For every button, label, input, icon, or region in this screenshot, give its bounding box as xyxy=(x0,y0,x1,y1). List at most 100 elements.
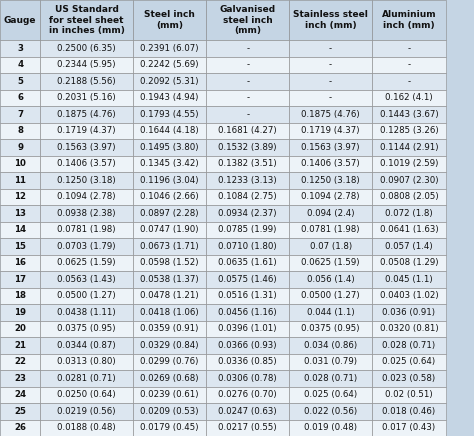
Bar xyxy=(289,271,372,288)
Text: 0.0179 (0.45): 0.0179 (0.45) xyxy=(140,423,199,432)
Text: 0.0538 (1.37): 0.0538 (1.37) xyxy=(140,275,199,284)
Text: 21: 21 xyxy=(14,341,26,350)
Bar xyxy=(40,288,133,304)
Bar xyxy=(133,188,206,205)
Bar xyxy=(372,106,446,123)
Bar xyxy=(0,0,40,40)
Text: 0.0781 (1.98): 0.0781 (1.98) xyxy=(301,225,360,234)
Bar xyxy=(0,387,40,403)
Text: 0.0598 (1.52): 0.0598 (1.52) xyxy=(140,258,199,267)
Text: 0.1943 (4.94): 0.1943 (4.94) xyxy=(140,93,199,102)
Text: Aluminium
inch (mm): Aluminium inch (mm) xyxy=(382,10,436,30)
Text: 0.0516 (1.31): 0.0516 (1.31) xyxy=(219,291,277,300)
Bar xyxy=(372,73,446,90)
Text: 0.1285 (3.26): 0.1285 (3.26) xyxy=(380,126,438,135)
Bar xyxy=(206,205,289,221)
Bar xyxy=(289,172,372,188)
Bar xyxy=(40,354,133,370)
Text: 0.0897 (2.28): 0.0897 (2.28) xyxy=(140,209,199,218)
Bar xyxy=(289,419,372,436)
Bar xyxy=(0,139,40,156)
Bar xyxy=(40,188,133,205)
Bar xyxy=(40,123,133,139)
Text: 0.1019 (2.59): 0.1019 (2.59) xyxy=(380,159,438,168)
Bar xyxy=(40,255,133,271)
Bar xyxy=(289,288,372,304)
Text: 0.1719 (4.37): 0.1719 (4.37) xyxy=(57,126,116,135)
Text: 0.1233 (3.13): 0.1233 (3.13) xyxy=(219,176,277,185)
Text: 0.094 (2.4): 0.094 (2.4) xyxy=(307,209,355,218)
Text: 0.0625 (1.59): 0.0625 (1.59) xyxy=(57,258,116,267)
Bar xyxy=(40,172,133,188)
Text: Stainless steel
inch (mm): Stainless steel inch (mm) xyxy=(293,10,368,30)
Text: 0.1084 (2.75): 0.1084 (2.75) xyxy=(219,192,277,201)
Text: Galvanised
steel inch
(mm): Galvanised steel inch (mm) xyxy=(219,5,276,35)
Text: 0.162 (4.1): 0.162 (4.1) xyxy=(385,93,433,102)
Text: 17: 17 xyxy=(14,275,26,284)
Text: 0.0673 (1.71): 0.0673 (1.71) xyxy=(140,242,199,251)
Bar xyxy=(372,205,446,221)
Text: 0.0710 (1.80): 0.0710 (1.80) xyxy=(219,242,277,251)
Bar xyxy=(0,57,40,73)
Text: 0.1875 (4.76): 0.1875 (4.76) xyxy=(57,110,116,119)
Bar xyxy=(133,221,206,238)
Bar xyxy=(289,89,372,106)
Text: -: - xyxy=(329,60,332,69)
Bar xyxy=(206,172,289,188)
Text: 23: 23 xyxy=(14,374,26,383)
Text: 0.0336 (0.85): 0.0336 (0.85) xyxy=(219,357,277,366)
Text: 0.2344 (5.95): 0.2344 (5.95) xyxy=(57,60,116,69)
Text: 0.2031 (5.16): 0.2031 (5.16) xyxy=(57,93,116,102)
Text: 13: 13 xyxy=(14,209,26,218)
Text: 26: 26 xyxy=(14,423,26,432)
Bar xyxy=(372,0,446,40)
Bar xyxy=(40,139,133,156)
Bar xyxy=(372,320,446,337)
Text: 0.056 (1.4): 0.056 (1.4) xyxy=(307,275,355,284)
Bar xyxy=(0,337,40,354)
Bar xyxy=(40,304,133,320)
Text: -: - xyxy=(246,44,249,53)
Text: 0.0281 (0.71): 0.0281 (0.71) xyxy=(57,374,116,383)
Text: Gauge: Gauge xyxy=(4,16,36,24)
Bar xyxy=(206,0,289,40)
Bar xyxy=(40,0,133,40)
Text: 0.0500 (1.27): 0.0500 (1.27) xyxy=(57,291,116,300)
Bar xyxy=(206,255,289,271)
Bar xyxy=(206,320,289,337)
Bar xyxy=(206,188,289,205)
Text: 0.0276 (0.70): 0.0276 (0.70) xyxy=(219,390,277,399)
Text: 0.1793 (4.55): 0.1793 (4.55) xyxy=(140,110,199,119)
Bar xyxy=(0,304,40,320)
Text: 0.1196 (3.04): 0.1196 (3.04) xyxy=(140,176,199,185)
Bar xyxy=(289,106,372,123)
Bar xyxy=(0,320,40,337)
Text: 0.0344 (0.87): 0.0344 (0.87) xyxy=(57,341,116,350)
Text: 0.0703 (1.79): 0.0703 (1.79) xyxy=(57,242,116,251)
Bar xyxy=(133,123,206,139)
Bar xyxy=(289,205,372,221)
Bar xyxy=(206,370,289,387)
Bar xyxy=(0,106,40,123)
Text: 0.0563 (1.43): 0.0563 (1.43) xyxy=(57,275,116,284)
Bar xyxy=(372,156,446,172)
Bar xyxy=(206,139,289,156)
Bar xyxy=(0,271,40,288)
Bar xyxy=(289,188,372,205)
Bar xyxy=(289,139,372,156)
Text: 0.0438 (1.11): 0.0438 (1.11) xyxy=(57,308,116,317)
Text: 4: 4 xyxy=(17,60,23,69)
Bar xyxy=(40,337,133,354)
Text: 0.1406 (3.57): 0.1406 (3.57) xyxy=(57,159,116,168)
Text: 0.2391 (6.07): 0.2391 (6.07) xyxy=(140,44,199,53)
Text: Steel inch
(mm): Steel inch (mm) xyxy=(144,10,195,30)
Bar xyxy=(0,205,40,221)
Text: 0.0641 (1.63): 0.0641 (1.63) xyxy=(380,225,438,234)
Bar xyxy=(0,354,40,370)
Text: 0.0396 (1.01): 0.0396 (1.01) xyxy=(219,324,277,333)
Text: 6: 6 xyxy=(17,93,23,102)
Text: 0.1382 (3.51): 0.1382 (3.51) xyxy=(219,159,277,168)
Text: 0.0306 (0.78): 0.0306 (0.78) xyxy=(219,374,277,383)
Text: 0.0247 (0.63): 0.0247 (0.63) xyxy=(219,407,277,416)
Text: 0.031 (0.79): 0.031 (0.79) xyxy=(304,357,357,366)
